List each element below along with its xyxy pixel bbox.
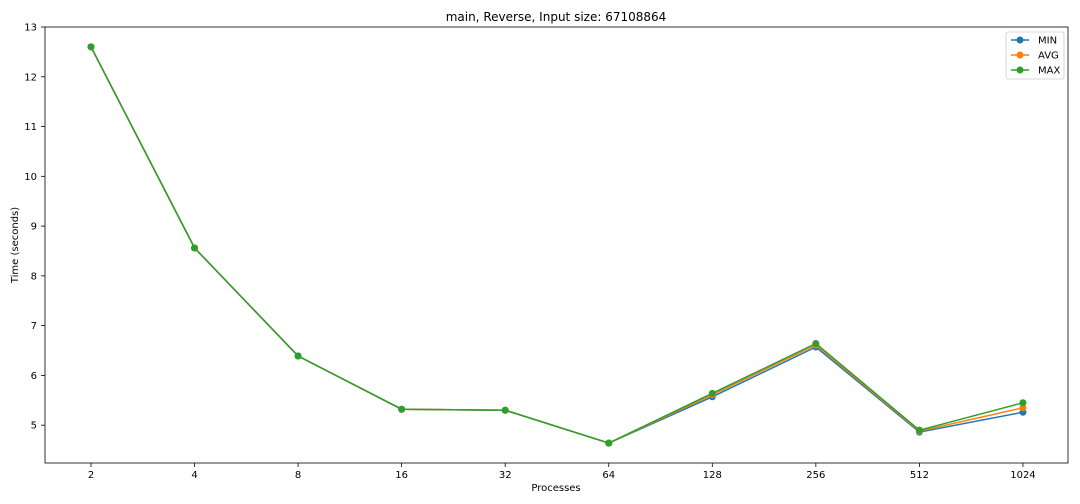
legend-marker-max [1016, 66, 1024, 74]
series-line-min [90, 46, 1024, 444]
data-point-max [1019, 399, 1027, 407]
y-tick-label: 9 [31, 222, 37, 233]
x-tick-label: 64 [602, 470, 615, 481]
y-axis-label: Time (seconds) [10, 207, 21, 284]
data-point-max [294, 352, 302, 360]
y-axis: 5 6 7 8 9 10 11 12 13 [24, 23, 45, 432]
plot-area [87, 43, 1027, 447]
data-point-max [87, 43, 95, 51]
chart-title: main, Reverse, Input size: 67108864 [446, 10, 667, 24]
data-point-max [915, 426, 923, 434]
y-tick-label: 7 [31, 321, 37, 332]
x-tick-label: 2 [88, 470, 94, 481]
data-point-max [501, 406, 509, 414]
legend-label-min: MIN [1038, 36, 1057, 47]
y-tick-label: 10 [24, 172, 37, 183]
x-tick-label: 16 [395, 470, 408, 481]
y-tick-label: 12 [24, 72, 37, 83]
x-tick-label: 512 [910, 470, 929, 481]
data-point-max [398, 405, 406, 413]
data-point-max [708, 389, 716, 397]
legend-label-avg: AVG [1038, 51, 1059, 62]
x-tick-label: 256 [806, 470, 825, 481]
y-tick-label: 5 [31, 421, 37, 432]
legend-marker-avg [1016, 51, 1024, 59]
series-line-avg [90, 46, 1024, 444]
data-point-avg [1019, 404, 1027, 412]
data-point-max [812, 340, 820, 348]
x-tick-label: 4 [191, 470, 197, 481]
legend: MIN AVG MAX [1005, 31, 1065, 80]
x-tick-label: 128 [703, 470, 722, 481]
data-point-max [191, 244, 199, 252]
x-axis: 2 4 8 16 32 64 128 256 512 1024 [88, 463, 1036, 481]
legend-label-max: MAX [1038, 66, 1060, 77]
x-tick-label: 32 [499, 470, 512, 481]
y-tick-label: 8 [31, 271, 37, 282]
x-tick-label: 8 [295, 470, 301, 481]
x-axis-label: Processes [531, 483, 580, 494]
y-tick-label: 11 [24, 122, 37, 133]
series-line-max [90, 46, 1024, 444]
y-tick-label: 13 [24, 23, 37, 34]
data-point-max [605, 439, 613, 447]
y-tick-label: 6 [31, 371, 37, 382]
x-tick-label: 1024 [1010, 470, 1035, 481]
plot-frame [44, 26, 1069, 464]
legend-marker-min [1016, 36, 1024, 44]
